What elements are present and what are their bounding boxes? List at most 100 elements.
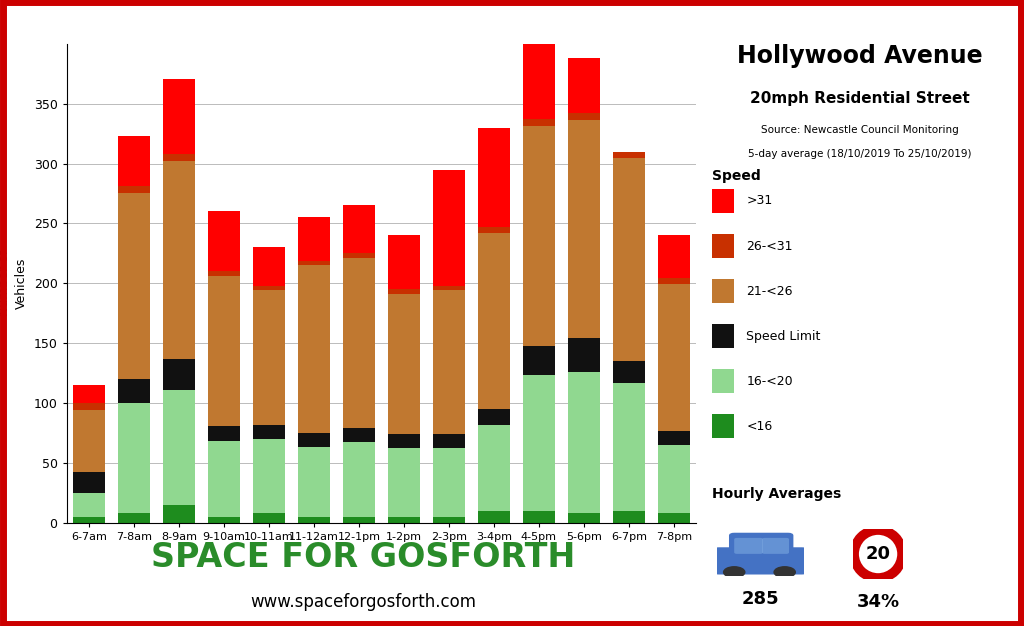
Text: www.spaceforgosforth.com: www.spaceforgosforth.com <box>251 593 476 612</box>
Bar <box>118 193 151 379</box>
FancyBboxPatch shape <box>729 533 794 556</box>
Text: 21-<26: 21-<26 <box>746 285 793 297</box>
Bar <box>478 409 510 424</box>
Bar <box>118 403 151 513</box>
Circle shape <box>773 566 796 578</box>
Bar <box>388 294 420 434</box>
Bar <box>343 516 375 523</box>
Bar <box>657 284 690 431</box>
Text: Speed Limit: Speed Limit <box>746 330 821 342</box>
Bar <box>73 410 105 473</box>
Bar <box>433 434 465 448</box>
Bar <box>298 217 330 260</box>
Text: >31: >31 <box>746 195 773 207</box>
Bar <box>433 516 465 523</box>
Bar <box>343 258 375 428</box>
Bar <box>253 439 285 513</box>
Bar <box>612 158 645 361</box>
Bar <box>522 376 555 511</box>
Bar <box>433 285 465 290</box>
Bar <box>118 187 151 193</box>
Text: 34%: 34% <box>856 593 900 611</box>
Bar <box>163 154 196 161</box>
Bar <box>433 290 465 434</box>
Bar <box>478 424 510 511</box>
Text: SPACE FOR GOSFORTH: SPACE FOR GOSFORTH <box>152 541 575 575</box>
Bar <box>657 279 690 284</box>
Bar <box>208 426 241 441</box>
Bar <box>612 511 645 523</box>
Bar <box>612 382 645 511</box>
Text: Hollywood Avenue: Hollywood Avenue <box>737 44 983 68</box>
Bar <box>343 428 375 443</box>
Bar <box>253 247 285 285</box>
Bar <box>567 120 600 338</box>
Bar <box>298 448 330 516</box>
Bar <box>567 58 600 113</box>
Bar <box>478 511 510 523</box>
Bar <box>163 78 196 154</box>
Text: Speed: Speed <box>712 169 761 183</box>
Bar <box>163 161 196 359</box>
Text: 16-<20: 16-<20 <box>746 375 794 387</box>
Bar <box>657 445 690 513</box>
Bar <box>298 260 330 265</box>
Bar <box>388 235 420 289</box>
Bar <box>567 372 600 513</box>
Text: 20mph Residential Street: 20mph Residential Street <box>751 91 970 106</box>
Bar <box>73 385 105 403</box>
Bar <box>163 390 196 505</box>
Bar <box>208 276 241 426</box>
Bar <box>522 44 555 119</box>
Bar <box>522 119 555 126</box>
FancyBboxPatch shape <box>734 538 763 554</box>
Bar <box>478 128 510 227</box>
Text: <16: <16 <box>746 420 773 433</box>
Bar <box>343 443 375 516</box>
Bar <box>567 513 600 523</box>
Circle shape <box>723 566 745 578</box>
Text: 26-<31: 26-<31 <box>746 240 793 252</box>
Text: 20: 20 <box>865 545 891 563</box>
Bar <box>478 233 510 409</box>
Bar <box>343 205 375 254</box>
Bar <box>253 513 285 523</box>
Bar <box>73 516 105 523</box>
Bar <box>208 441 241 516</box>
Text: 5-day average (18/10/2019 To 25/10/2019): 5-day average (18/10/2019 To 25/10/2019) <box>749 149 972 159</box>
Text: 285: 285 <box>741 590 779 608</box>
Text: Source: Newcastle Council Monitoring: Source: Newcastle Council Monitoring <box>761 125 959 135</box>
Bar <box>253 424 285 439</box>
Bar <box>163 505 196 523</box>
Bar <box>208 516 241 523</box>
Bar <box>298 516 330 523</box>
Bar <box>433 170 465 285</box>
Bar <box>253 290 285 424</box>
Bar <box>163 359 196 390</box>
Bar <box>343 254 375 258</box>
Bar <box>567 113 600 120</box>
Bar <box>73 403 105 410</box>
Bar <box>522 126 555 346</box>
Bar <box>298 265 330 433</box>
FancyBboxPatch shape <box>762 538 790 554</box>
Bar <box>253 285 285 290</box>
Bar <box>612 151 645 158</box>
Bar <box>388 434 420 448</box>
Bar <box>657 431 690 445</box>
Bar <box>388 289 420 294</box>
Bar <box>567 338 600 372</box>
Bar <box>388 516 420 523</box>
FancyBboxPatch shape <box>714 547 807 575</box>
Bar <box>657 235 690 279</box>
Circle shape <box>854 530 902 578</box>
Bar <box>657 513 690 523</box>
Bar <box>522 511 555 523</box>
Bar <box>478 227 510 233</box>
Y-axis label: Number of
Vehicles: Number of Vehicles <box>0 250 28 316</box>
Bar <box>118 136 151 187</box>
Bar <box>208 271 241 276</box>
Bar <box>73 473 105 493</box>
Bar <box>73 493 105 516</box>
Bar <box>118 379 151 403</box>
